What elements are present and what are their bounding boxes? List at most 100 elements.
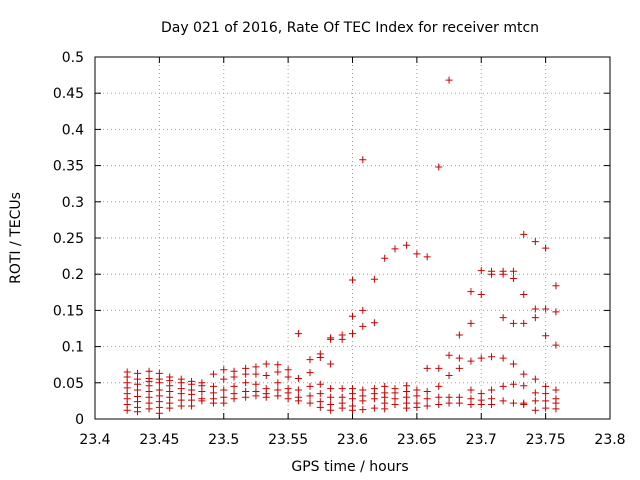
data-point (242, 379, 250, 387)
data-point (445, 76, 453, 84)
data-point (552, 341, 560, 349)
data-point (542, 404, 550, 412)
data-point (359, 397, 367, 405)
data-point (274, 361, 282, 369)
data-point (220, 399, 228, 407)
data-point (242, 393, 250, 401)
x-tick-label: 23.4 (79, 432, 110, 448)
data-point (435, 382, 443, 390)
data-point (306, 369, 314, 377)
data-point (435, 163, 443, 171)
data-point (467, 401, 475, 409)
y-tick-label: 0.1 (62, 340, 84, 356)
y-tick-labels: 0 0.05 0.1 0.15 0.2 0.25 0.3 0.35 0.4 0.45 0.5 (53, 50, 84, 428)
data-point (509, 399, 517, 407)
data-point (413, 392, 421, 400)
y-tick-label: 0.2 (62, 267, 84, 283)
data-point (349, 330, 356, 338)
data-point (133, 386, 141, 394)
data-point (316, 390, 324, 398)
data-point (435, 401, 443, 409)
data-point (370, 275, 378, 283)
data-point (509, 275, 517, 283)
data-points (123, 76, 560, 417)
data-point (423, 395, 431, 403)
data-point (531, 389, 539, 397)
data-point (509, 360, 517, 368)
data-point (477, 354, 485, 362)
x-tick-label: 23.45 (139, 432, 179, 448)
data-point (262, 393, 270, 401)
data-point (220, 375, 228, 383)
y-tick-label: 0.05 (53, 376, 84, 392)
y-tick-label: 0.45 (53, 86, 84, 102)
data-point (327, 335, 335, 343)
data-point (499, 397, 507, 405)
data-point (445, 351, 453, 359)
data-point (284, 373, 292, 381)
data-point (455, 331, 463, 339)
data-point (467, 357, 475, 365)
y-tick-label: 0.4 (62, 122, 84, 138)
data-point (166, 404, 174, 412)
x-tick-label: 23.75 (526, 432, 566, 448)
data-point (133, 408, 141, 416)
data-point (381, 382, 389, 390)
x-tick-label: 23.5 (208, 432, 239, 448)
data-point (381, 254, 389, 262)
data-point (145, 367, 153, 375)
data-point (306, 399, 314, 407)
data-point (294, 386, 302, 394)
data-point (499, 382, 507, 390)
data-point (520, 230, 528, 238)
data-point (542, 390, 550, 398)
data-point (359, 406, 367, 414)
data-point (552, 308, 560, 316)
data-point (455, 399, 463, 407)
y-axis-label: ROTI / TECUs (8, 192, 24, 284)
y-tick-label: 0.15 (53, 303, 84, 319)
data-point (349, 395, 356, 403)
data-point (252, 370, 260, 378)
data-point (177, 390, 185, 398)
data-point (274, 368, 282, 376)
data-point (531, 406, 539, 414)
data-point (467, 319, 475, 327)
data-point (198, 387, 206, 395)
data-point (391, 401, 399, 409)
data-point (477, 401, 485, 409)
data-point (435, 393, 443, 401)
data-point (531, 238, 539, 246)
data-point (338, 335, 346, 343)
data-point (327, 393, 335, 401)
data-point (467, 386, 475, 394)
data-point (359, 322, 367, 330)
data-point (391, 245, 399, 253)
data-point (477, 267, 485, 275)
x-tick-labels: 23.4 23.45 23.5 23.55 23.6 23.65 23.7 23.75 23.8 (79, 432, 625, 448)
data-point (477, 390, 485, 398)
data-point (423, 253, 431, 261)
data-point (338, 385, 346, 393)
data-point (252, 392, 260, 400)
data-point (542, 305, 550, 313)
y-tick-label: 0.5 (62, 50, 84, 66)
data-point (455, 354, 463, 362)
data-point (542, 244, 550, 252)
data-point (327, 406, 335, 414)
data-point (403, 241, 411, 249)
data-point (531, 375, 539, 383)
data-point (220, 366, 228, 374)
data-point (294, 397, 302, 405)
data-point (209, 382, 217, 390)
data-point (520, 370, 528, 378)
plot-frame (94, 56, 611, 420)
data-point (435, 364, 443, 372)
data-point (509, 380, 517, 388)
data-point (488, 270, 496, 278)
data-point (306, 392, 314, 400)
data-point (542, 332, 550, 340)
data-point (423, 387, 431, 395)
data-point (370, 404, 378, 412)
